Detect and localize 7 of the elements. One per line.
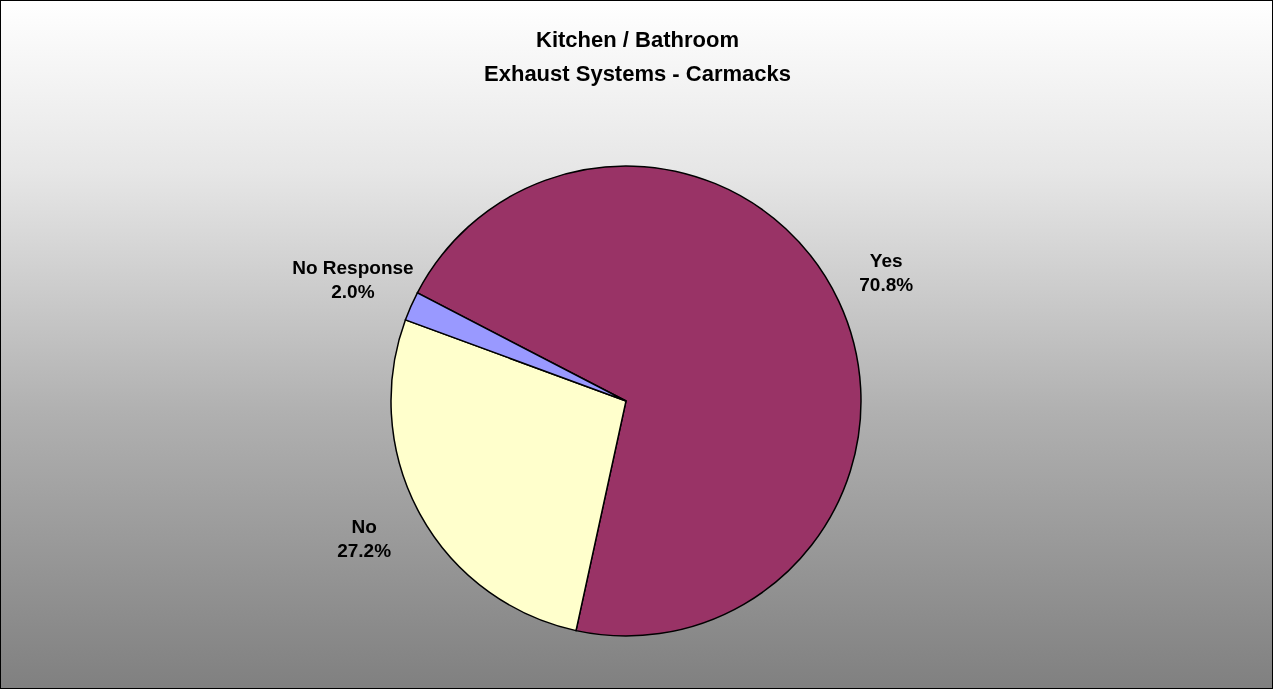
chart-title: Kitchen / Bathroom Exhaust Systems - Carmacks: [483, 26, 792, 88]
data-label: 70.8%: [859, 274, 914, 296]
data-label: 2.0%: [331, 280, 375, 302]
slice-label: No: [351, 515, 377, 537]
slice-label: No Response: [292, 256, 414, 278]
data-label: 27.2%: [337, 539, 392, 561]
slice-label: Yes: [869, 250, 903, 272]
